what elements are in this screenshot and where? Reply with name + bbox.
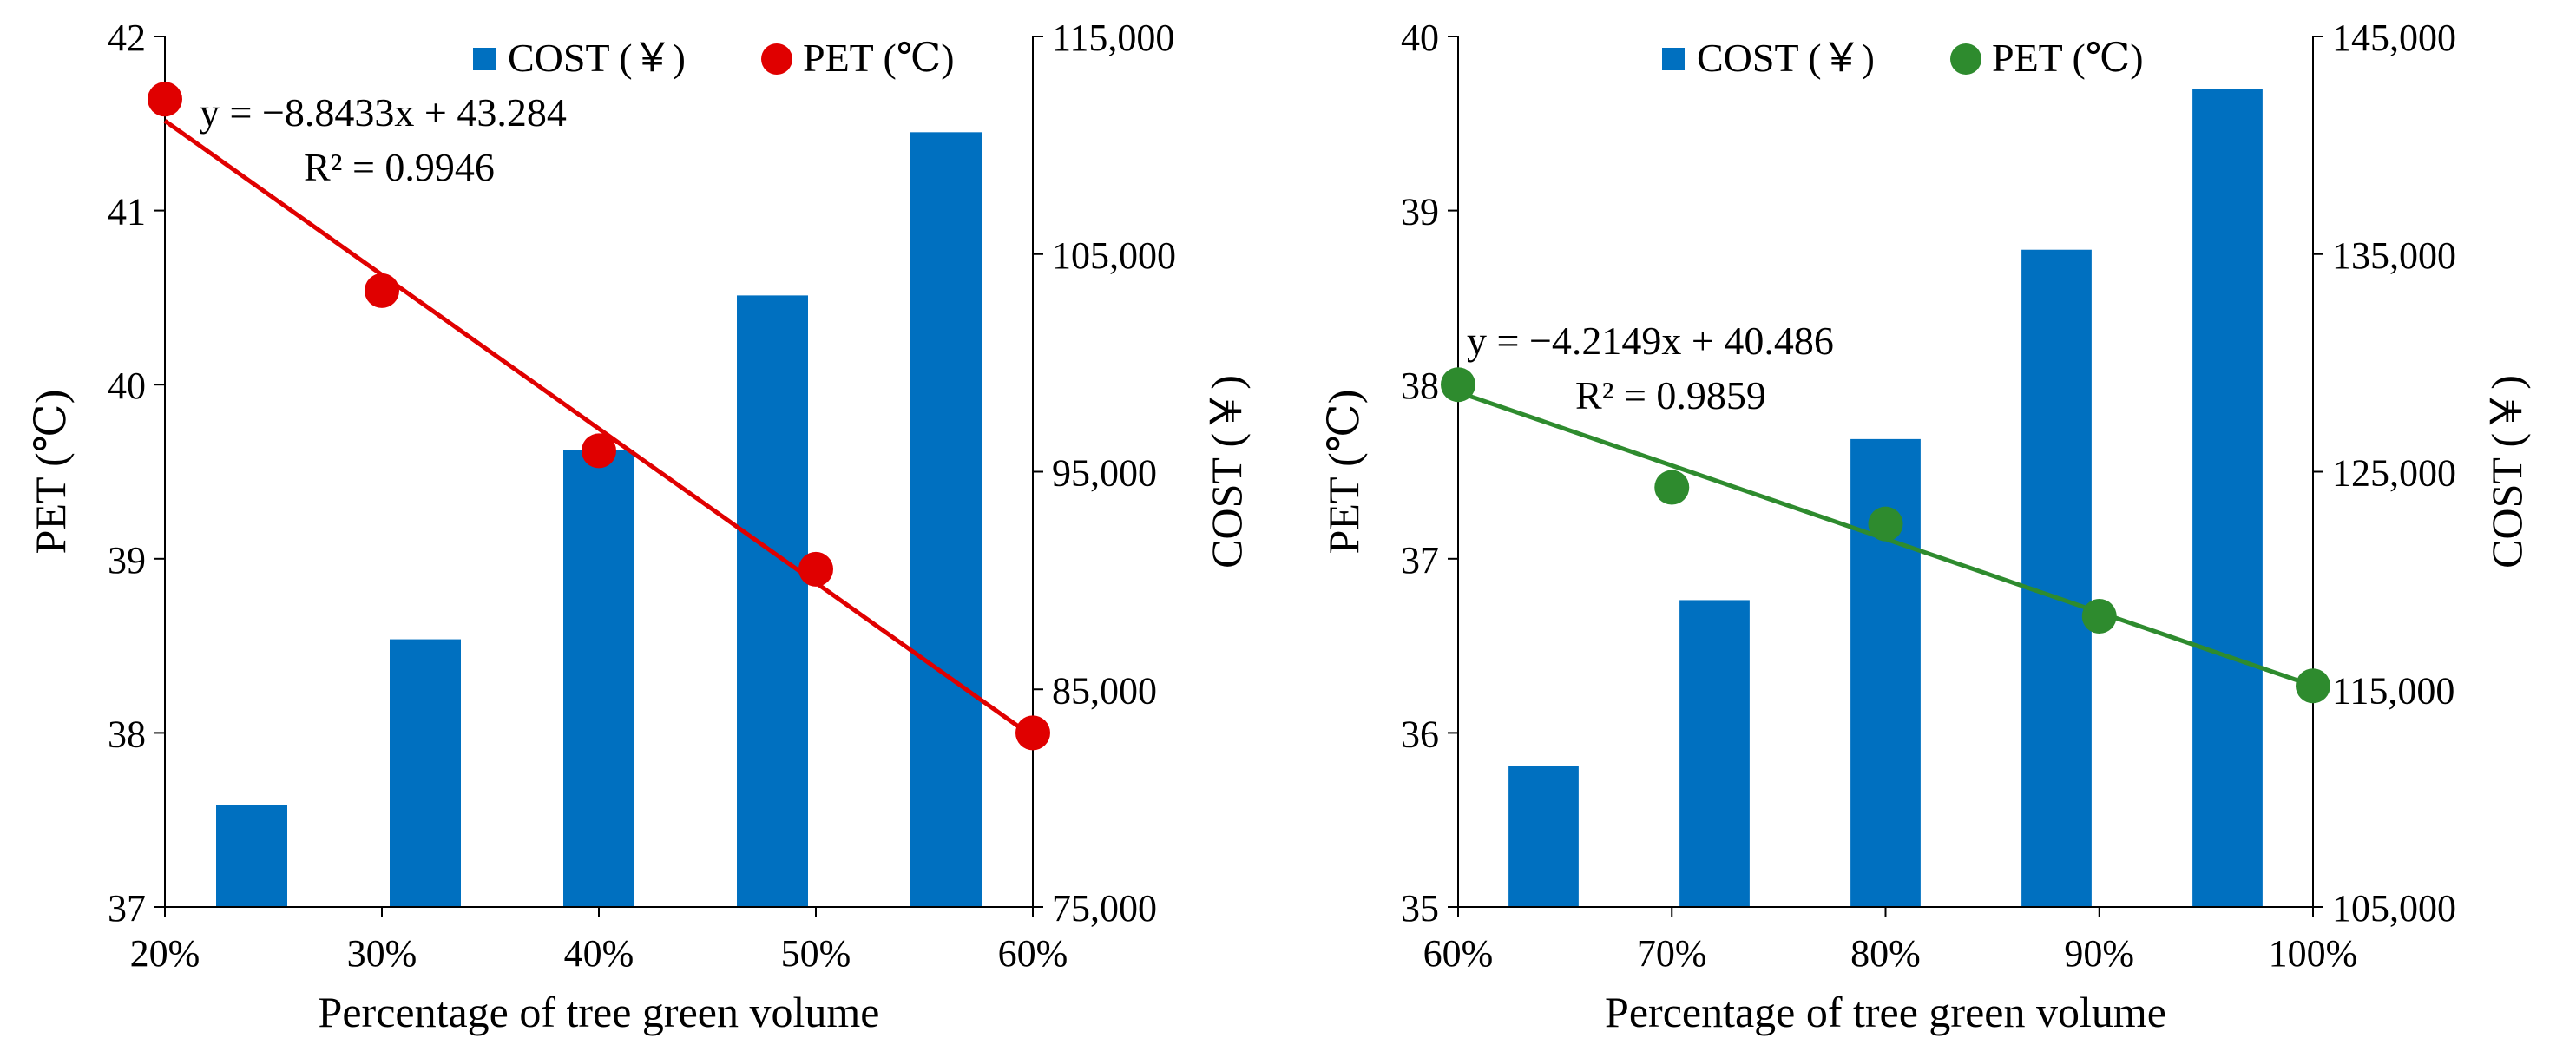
right-y-tick-label: 135,000 [2332, 234, 2456, 277]
left-y-axis-title: PET (℃) [26, 390, 75, 555]
right-y-axis-title: COST (￥) [2482, 375, 2531, 568]
legend-cost-label: COST (￥) [1697, 36, 1875, 80]
trendline-equation: y = −4.2149x + 40.486 [1467, 319, 1834, 363]
left-y-axis-title: PET (℃) [1319, 390, 1368, 555]
legend-pet-swatch [1950, 43, 1981, 75]
x-tick-label: 30% [347, 932, 417, 975]
pet-point [1015, 715, 1050, 751]
left-y-tick-label: 37 [1401, 539, 1439, 582]
left-y-tick-label: 35 [1401, 887, 1439, 930]
right-y-tick-label: 105,000 [1052, 234, 1176, 277]
legend-pet-swatch [761, 43, 792, 75]
r-squared-label: R² = 0.9946 [304, 145, 495, 189]
left-y-tick-label: 38 [1401, 365, 1439, 407]
x-tick-label: 80% [1850, 932, 1921, 975]
cost-bar [216, 805, 287, 907]
right-y-axis-title: COST (￥) [1202, 375, 1251, 568]
right-chart-panel: 35 36 37 38 39 40 105,000 115,000 125,000 135,000… [1319, 16, 2531, 1036]
x-tick-label: 40% [564, 932, 634, 975]
pet-point [365, 273, 399, 308]
x-tick-label: 50% [781, 932, 851, 975]
pet-point [582, 433, 616, 469]
left-y-tick-label: 42 [108, 16, 146, 59]
x-tick-label: 60% [998, 932, 1068, 975]
cost-bar [563, 450, 634, 907]
right-y-tick-label: 115,000 [2332, 669, 2454, 712]
pet-trendline [163, 119, 1035, 739]
x-axis-title: Percentage of tree green volume [319, 988, 880, 1036]
cost-bar [910, 132, 982, 907]
legend-cost-swatch [1662, 48, 1685, 70]
x-tick-label: 100% [2269, 932, 2358, 975]
x-tick-label: 90% [2064, 932, 2134, 975]
cost-bar [2021, 249, 2092, 907]
left-y-tick-label: 38 [108, 713, 146, 755]
legend-pet-label: PET (℃) [1992, 36, 2144, 80]
pet-point [1441, 367, 1475, 403]
x-tick-label: 60% [1423, 932, 1494, 975]
right-y-tick-label: 95,000 [1052, 452, 1157, 495]
left-y-tick-label: 37 [108, 887, 146, 930]
left-y-tick-label: 39 [108, 539, 146, 582]
cost-bar [390, 639, 461, 907]
legend-pet-label: PET (℃) [803, 36, 955, 80]
left-y-tick-label: 39 [1401, 191, 1439, 233]
left-y-tick-label: 41 [108, 191, 146, 233]
pet-point [2081, 598, 2117, 634]
trendline-equation: y = −8.8433x + 43.284 [200, 90, 567, 135]
pet-point [2296, 668, 2330, 704]
x-tick-label: 20% [130, 932, 200, 975]
right-y-tick-label: 75,000 [1052, 887, 1157, 930]
pet-point [798, 551, 833, 587]
left-y-tick-label: 40 [1401, 16, 1439, 59]
right-y-tick-label: 125,000 [2332, 452, 2456, 495]
legend-cost-swatch [473, 48, 496, 70]
x-tick-label: 70% [1637, 932, 1707, 975]
cost-bar [1508, 766, 1579, 907]
left-y-tick-label: 36 [1401, 713, 1439, 755]
pet-point [1654, 470, 1690, 505]
pet-point [1868, 506, 1903, 542]
right-y-tick-label: 105,000 [2332, 887, 2456, 930]
cost-bar [2192, 89, 2263, 908]
pet-point [148, 82, 182, 117]
right-y-tick-label: 145,000 [2332, 16, 2456, 59]
left-y-tick-label: 40 [108, 365, 146, 407]
right-y-tick-label: 85,000 [1052, 669, 1157, 712]
cost-bar [1679, 600, 1750, 907]
legend-cost-label: COST (￥) [508, 36, 686, 80]
r-squared-label: R² = 0.9859 [1575, 373, 1766, 417]
left-chart-panel: 37 38 39 40 41 42 75,000 85,000 95,000 105,000 115… [26, 16, 1251, 1036]
x-axis-title: Percentage of tree green volume [1605, 988, 2166, 1036]
cost-bar [737, 295, 808, 908]
right-y-tick-label: 115,000 [1052, 16, 1174, 59]
